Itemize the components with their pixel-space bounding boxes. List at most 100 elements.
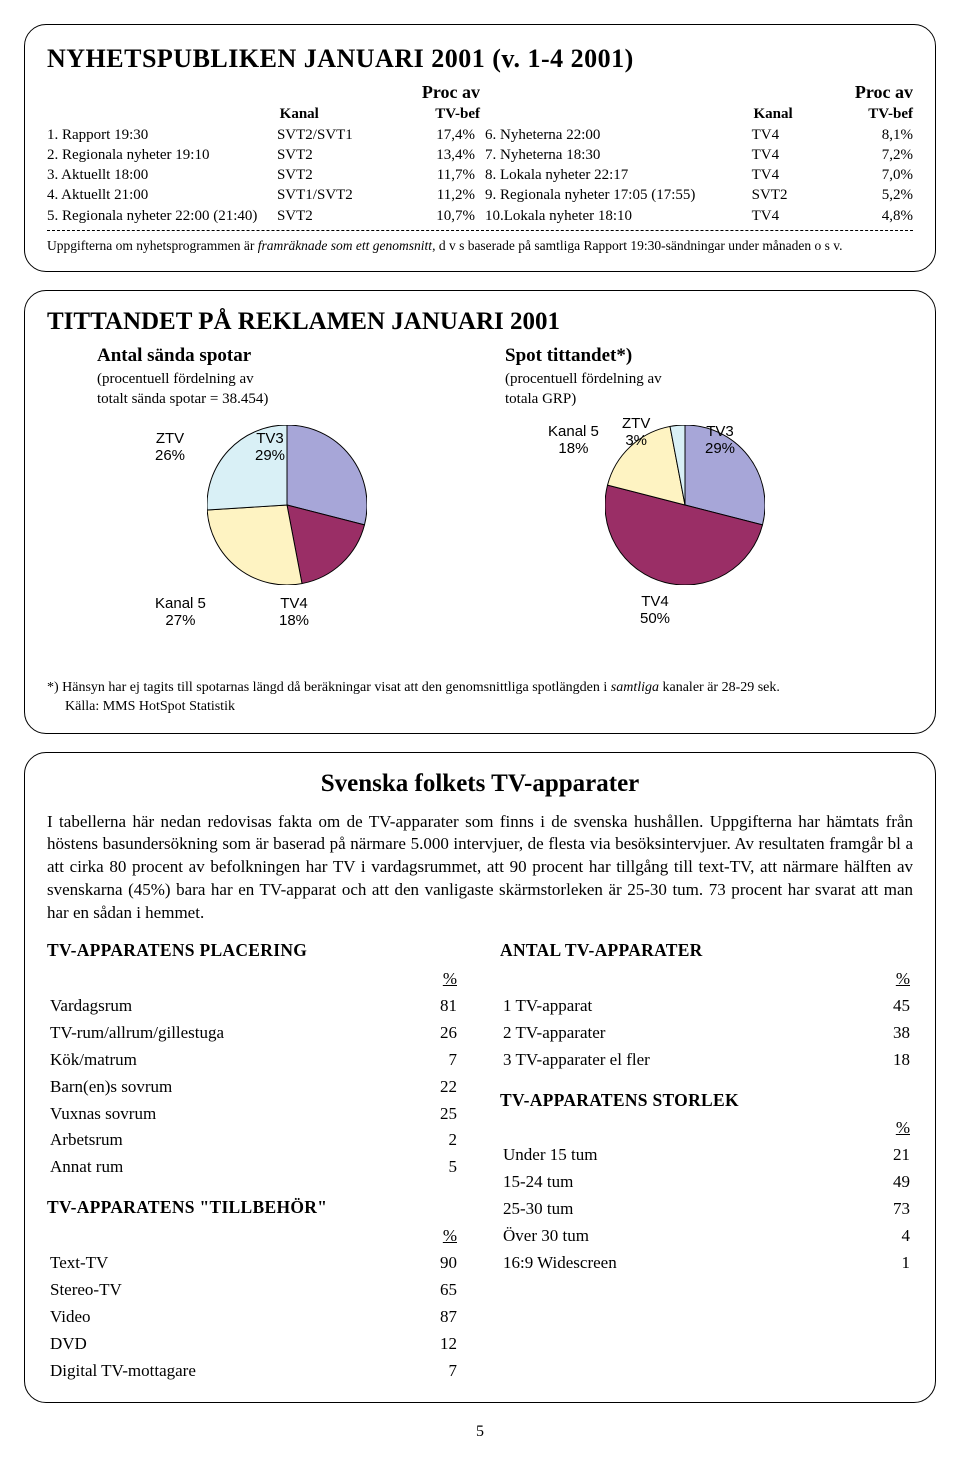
news-name: 6. Nyheterna 22:00 (485, 125, 752, 145)
cell-label: Barn(en)s sovrum (49, 1075, 396, 1100)
news-kanal: SVT2 (752, 185, 836, 205)
cell-value: 7 (398, 1359, 458, 1384)
storlek-table: % Under 15 tum2115-24 tum4925-30 tum73Öv… (500, 1114, 913, 1278)
table-row: Video87 (49, 1305, 458, 1330)
news-pct: 10,7% (405, 206, 475, 226)
news-kanal: TV4 (752, 206, 836, 226)
hdr-kanal-r: Kanal (754, 104, 837, 124)
cell-value: 1 (851, 1251, 911, 1276)
pct-hdr4: % (851, 1116, 911, 1141)
table-row: Annat rum5 (49, 1155, 458, 1180)
divider (47, 230, 913, 231)
news-pct: 7,2% (836, 145, 913, 165)
panel1-title: NYHETSPUBLIKEN JANUARI 2001 (v. 1-4 2001… (47, 41, 913, 76)
pct-hdr: % (398, 967, 458, 992)
foot-part1: Uppgifterna om nyhetsprogrammen är (47, 238, 258, 253)
placering-title: TV-APPARATENS PLACERING (47, 939, 460, 963)
cell-label: 15-24 tum (502, 1170, 849, 1195)
news-pct: 11,2% (405, 185, 475, 205)
news-row: 5. Regionala nyheter 22:00 (21:40)SVT210… (47, 206, 913, 226)
p2-foot2: kanaler är 28-29 sek. (659, 680, 780, 695)
news-name: 1. Rapport 19:30 (47, 125, 277, 145)
table-row: Kök/matrum7 (49, 1048, 458, 1073)
panel1-header-procav: Proc av Proc av (47, 80, 913, 104)
news-name: 9. Regionala nyheter 17:05 (17:55) (485, 185, 752, 205)
table-row: 16:9 Widescreen1 (502, 1251, 911, 1276)
cell-value: 18 (851, 1048, 911, 1073)
page-number: 5 (24, 1421, 936, 1443)
news-name: 7. Nyheterna 18:30 (485, 145, 752, 165)
p2-foot1: *) Hänsyn har ej tagits till spotarnas l… (47, 680, 611, 695)
placering-table: % Vardagsrum81TV-rum/allrum/gillestuga26… (47, 965, 460, 1183)
table-row: Arbetsrum2 (49, 1128, 458, 1153)
cell-value: 22 (398, 1075, 458, 1100)
p2-foot-src: Källa: MMS HotSpot Statistik (47, 699, 235, 714)
cell-value: 5 (398, 1155, 458, 1180)
table-row: 2 TV-apparater38 (502, 1021, 911, 1046)
panel-news-audience: NYHETSPUBLIKEN JANUARI 2001 (v. 1-4 2001… (24, 24, 936, 272)
cell-label: Annat rum (49, 1155, 396, 1180)
panel3-intro: I tabellerna här nedan redovisas fakta o… (47, 811, 913, 926)
panel2-footnote: *) Hänsyn har ej tagits till spotarnas l… (47, 679, 913, 717)
pie2-label-ztv: ZTV3% (622, 415, 650, 450)
cell-label: Digital TV-mottagare (49, 1359, 396, 1384)
news-pct: 7,0% (836, 165, 913, 185)
news-pct: 11,7% (405, 165, 475, 185)
news-row: 4. Aktuellt 21:00SVT1/SVT211,2%9. Region… (47, 185, 913, 205)
cell-label: Vardagsrum (49, 994, 396, 1019)
cell-value: 7 (398, 1048, 458, 1073)
cell-label: Vuxnas sovrum (49, 1102, 396, 1127)
antal-title: ANTAL TV-APPARATER (500, 939, 913, 963)
cell-label: DVD (49, 1332, 396, 1357)
cell-label: Över 30 tum (502, 1224, 849, 1249)
news-pct: 5,2% (836, 185, 913, 205)
pie2-label-kanal5: Kanal 518% (548, 423, 599, 458)
panel3-title: Svenska folkets TV-apparater (47, 767, 913, 801)
pie1-col: ZTV26% TV329% Kanal 527% TV418% (47, 415, 480, 675)
table-row: Barn(en)s sovrum22 (49, 1075, 458, 1100)
table-row: 1 TV-apparat45 (502, 994, 911, 1019)
cell-label: 1 TV-apparat (502, 994, 849, 1019)
news-row: 1. Rapport 19:30SVT2/SVT117,4%6. Nyheter… (47, 125, 913, 145)
pie2-label-tv4: TV450% (640, 593, 670, 628)
table-row: TV-rum/allrum/gillestuga26 (49, 1021, 458, 1046)
panel1-footnote: Uppgifterna om nyhetsprogrammen är framr… (47, 237, 913, 255)
cell-label: Stereo-TV (49, 1278, 396, 1303)
pie1-label-ztv: ZTV26% (155, 430, 185, 465)
cell-value: 49 (851, 1170, 911, 1195)
table-row: Vuxnas sovrum25 (49, 1102, 458, 1127)
news-kanal: TV4 (752, 145, 836, 165)
pie1-label-kanal5: Kanal 527% (155, 595, 206, 630)
cell-value: 81 (398, 994, 458, 1019)
cell-value: 26 (398, 1021, 458, 1046)
news-row: 2. Regionala nyheter 19:10SVT213,4%7. Ny… (47, 145, 913, 165)
news-kanal: TV4 (752, 125, 836, 145)
news-name: 10.Lokala nyheter 18:10 (485, 206, 752, 226)
cell-label: 25-30 tum (502, 1197, 849, 1222)
panel1-rows: 1. Rapport 19:30SVT2/SVT117,4%6. Nyheter… (47, 125, 913, 226)
hdr-kanal-l: Kanal (280, 104, 409, 124)
panel2-subheads: Antal sända spotar (procentuell fördelni… (47, 343, 913, 409)
cell-value: 73 (851, 1197, 911, 1222)
panel1-header-sub: Kanal TV-bef Kanal TV-bef (47, 104, 913, 124)
news-name: 2. Regionala nyheter 19:10 (47, 145, 277, 165)
table-row: Vardagsrum81 (49, 994, 458, 1019)
table-row: Över 30 tum4 (502, 1224, 911, 1249)
table-row: Text-TV90 (49, 1251, 458, 1276)
news-kanal: SVT2/SVT1 (277, 125, 405, 145)
foot-italic: framräknade som ett genomsnitt (258, 238, 432, 253)
cell-value: 87 (398, 1305, 458, 1330)
pie-slice (207, 505, 302, 585)
pct-hdr2: % (398, 1224, 458, 1249)
tillbehor-title: TV-APPARATENS "TILLBEHÖR" (47, 1196, 460, 1220)
cell-value: 38 (851, 1021, 911, 1046)
panel3-columns: TV-APPARATENS PLACERING % Vardagsrum81TV… (47, 939, 913, 1385)
tillbehor-table: % Text-TV90Stereo-TV65Video87DVD12Digita… (47, 1222, 460, 1386)
p2-foot-i: samtliga (611, 680, 659, 695)
hdr-tvbef-l: TV-bef (409, 104, 480, 124)
hdr-tvbef-r: TV-bef (837, 104, 913, 124)
panel2-pies: ZTV26% TV329% Kanal 527% TV418% Kanal 51… (47, 415, 913, 675)
antal-table: % 1 TV-apparat452 TV-apparater383 TV-app… (500, 965, 913, 1075)
table-row: 15-24 tum49 (502, 1170, 911, 1195)
panel2-title: TITTANDET PÅ REKLAMEN JANUARI 2001 (47, 305, 913, 339)
